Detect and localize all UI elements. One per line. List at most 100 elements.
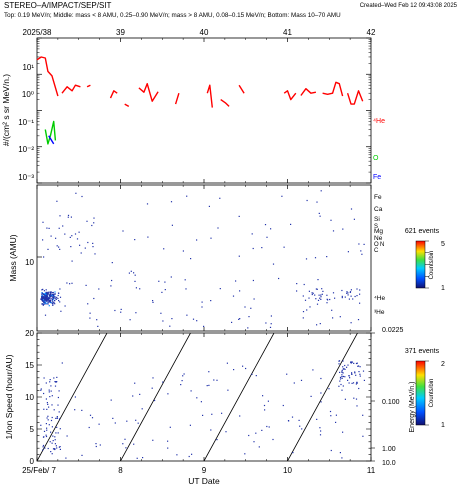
mass-event-dot xyxy=(326,298,328,300)
mass-event-dot xyxy=(326,294,328,296)
speed-event-dot xyxy=(54,448,56,451)
middle-y-axis-title: Mass (AMU) xyxy=(8,234,18,281)
mass-event-dot xyxy=(49,300,51,302)
speed-event-dot xyxy=(56,381,58,383)
speed-event-dot xyxy=(55,417,57,419)
mass-event-dot xyxy=(53,298,55,300)
speed-event-dot xyxy=(182,375,184,377)
speed-event-dot xyxy=(114,422,116,424)
x-tick-label: 8 xyxy=(118,466,123,475)
colorbar-max-label: 2 xyxy=(441,361,445,368)
speed-event-dot xyxy=(57,396,59,399)
colorbar-bottom xyxy=(415,360,426,426)
speed-event-dot xyxy=(152,377,154,379)
flux-series xyxy=(36,56,364,145)
mass-event-dot xyxy=(146,203,149,205)
speed-event-dot xyxy=(180,384,182,386)
speed-event-dot xyxy=(340,383,342,386)
mass-event-dot xyxy=(308,297,310,299)
mass-event-dot xyxy=(46,300,48,302)
mass-event-dot xyxy=(332,292,335,294)
mass-event-dot xyxy=(45,289,47,291)
speed-event-dot xyxy=(362,414,364,416)
mass-event-dot xyxy=(50,292,52,294)
speed-event-dot xyxy=(242,365,244,367)
mass-event-dot xyxy=(252,279,254,282)
mass-event-dot xyxy=(278,277,280,280)
mass-event-dot xyxy=(231,321,233,323)
bottom-y-tick-label: 0 xyxy=(30,457,35,466)
speed-event-dot xyxy=(51,395,53,397)
mass-event-dot xyxy=(93,222,95,224)
mass-event-dot xyxy=(58,227,60,229)
speed-event-dot xyxy=(167,440,169,442)
mass-event-dot xyxy=(45,297,47,299)
mass-event-dot xyxy=(196,239,198,241)
mass-event-dot xyxy=(48,227,50,229)
mass-event-dot xyxy=(354,295,356,298)
speed-event-dot xyxy=(358,387,360,390)
mass-event-dot xyxy=(98,288,100,290)
speed-event-dot xyxy=(342,366,344,368)
series-line-he xyxy=(174,92,180,105)
mass-event-dot xyxy=(332,230,335,232)
energy-tick-label: 10.0 xyxy=(382,460,396,467)
speed-event-dot xyxy=(49,441,51,443)
mass-event-dot xyxy=(56,200,58,202)
mass-event-dot xyxy=(261,247,263,249)
mass-event-dot xyxy=(47,291,49,293)
mass-event-dot xyxy=(158,280,160,282)
colorbar-title: Counts/bin xyxy=(429,251,435,280)
mass-event-dot xyxy=(66,282,68,284)
speed-event-dot xyxy=(190,390,192,392)
speed-event-dot xyxy=(74,409,76,411)
mass-event-dot xyxy=(51,296,53,298)
speed-event-dot xyxy=(45,434,47,436)
mass-event-dot xyxy=(314,257,317,259)
series-line-he xyxy=(138,82,159,102)
mass-event-dot xyxy=(51,302,53,304)
speed-event-dot xyxy=(183,373,185,375)
mass-event-dot xyxy=(54,300,56,302)
mass-event-dot xyxy=(42,303,44,305)
top-y-axis-title: #/(cm² s sr MeV/n.) xyxy=(1,74,11,146)
mass-event-dot xyxy=(43,256,45,258)
speed-event-dot xyxy=(330,415,332,417)
speed-event-dot xyxy=(262,395,264,397)
series-line-he xyxy=(109,90,118,99)
mass-event-dot xyxy=(51,298,54,301)
speed-event-dot xyxy=(58,418,61,420)
mass-event-dot xyxy=(50,295,52,297)
speed-event-dot xyxy=(354,371,356,373)
mass-event-dot xyxy=(59,248,61,250)
mass-event-dot xyxy=(186,314,188,316)
mass-event-dot xyxy=(152,300,154,302)
top-panel-frame xyxy=(36,37,372,184)
mass-event-dot xyxy=(85,284,87,286)
speed-event-dot xyxy=(261,429,263,431)
mass-event-dot xyxy=(322,290,324,292)
mass-event-dot xyxy=(201,301,203,303)
mass-event-dot xyxy=(161,291,163,293)
mass-event-dot xyxy=(252,247,254,250)
mass-event-dot xyxy=(281,195,283,197)
speed-event-dot xyxy=(125,447,127,449)
mass-event-dot xyxy=(349,291,351,293)
speed-event-dot xyxy=(338,363,340,365)
speed-event-dot xyxy=(167,447,169,449)
mass-event-dot xyxy=(170,276,172,278)
mass-event-dot xyxy=(201,306,203,308)
mass-event-dot xyxy=(81,195,83,198)
mass-event-dot xyxy=(326,256,328,258)
speed-event-dot xyxy=(350,361,352,364)
mass-event-dot xyxy=(317,299,320,301)
speed-event-dot xyxy=(51,404,53,406)
speed-event-dot xyxy=(206,385,208,387)
mass-event-dot xyxy=(44,299,46,301)
mass-event-dot xyxy=(43,290,45,292)
mass-event-dot xyxy=(48,298,50,300)
mass-event-dot xyxy=(50,294,52,296)
mass-event-dot xyxy=(315,298,317,300)
speed-event-dot xyxy=(133,443,135,445)
speed-event-dot xyxy=(44,447,46,449)
